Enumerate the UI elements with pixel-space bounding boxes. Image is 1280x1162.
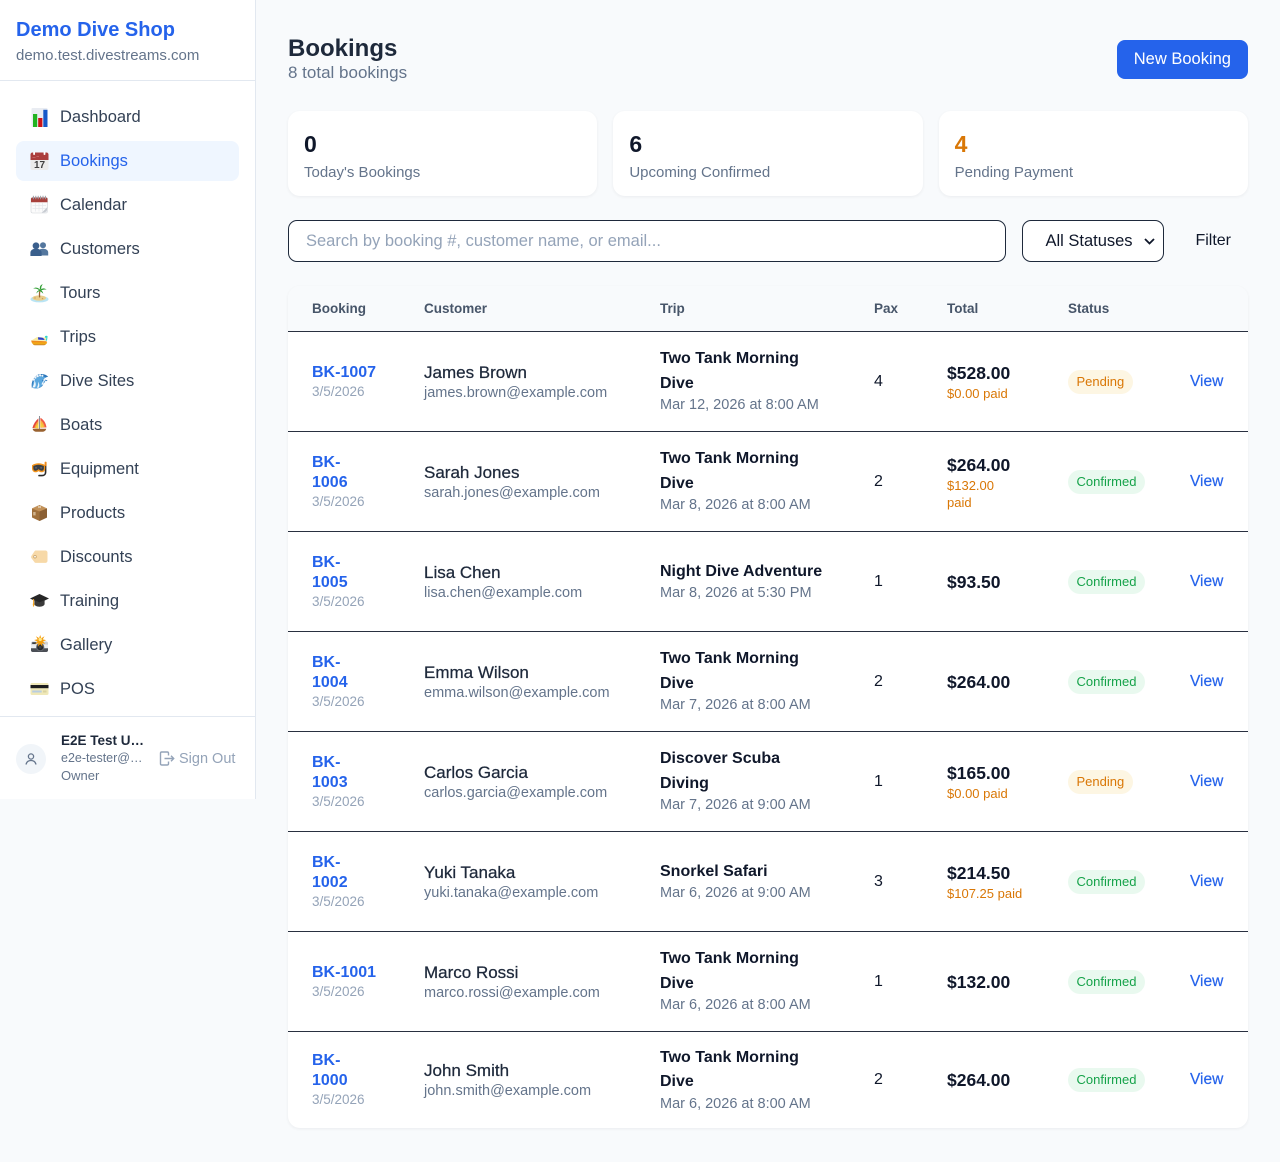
svg-text:17: 17	[34, 160, 46, 171]
